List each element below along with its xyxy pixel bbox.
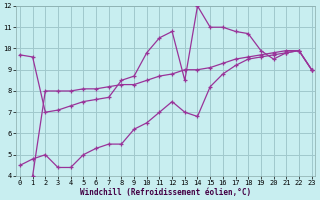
- X-axis label: Windchill (Refroidissement éolien,°C): Windchill (Refroidissement éolien,°C): [80, 188, 251, 197]
